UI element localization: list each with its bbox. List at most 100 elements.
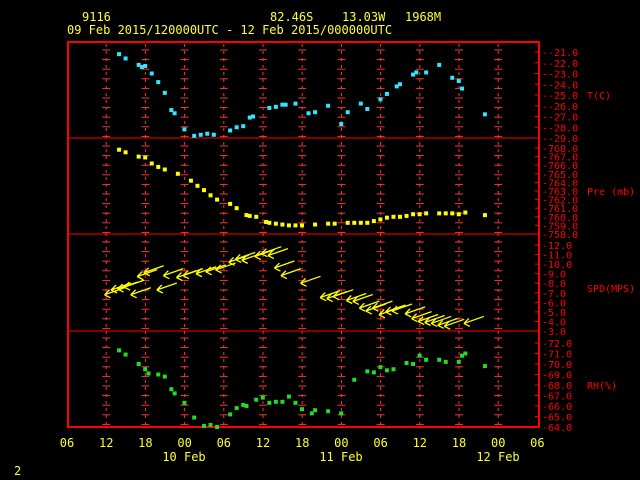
relative_humidity-point xyxy=(146,371,151,376)
relative_humidity-point xyxy=(437,357,442,362)
pressure-point xyxy=(202,188,206,193)
wind-arrow xyxy=(430,315,452,328)
pressure-point xyxy=(162,167,167,172)
temperature-point xyxy=(306,111,311,116)
pressure-point xyxy=(391,214,396,219)
temperature-point xyxy=(241,124,246,129)
pressure-point xyxy=(463,210,468,215)
relative_humidity-point xyxy=(378,365,383,370)
y-tick-label: -3.0 xyxy=(542,327,566,338)
pressure-point xyxy=(352,220,357,225)
page-number: 2 xyxy=(14,464,22,478)
relative_humidity-point xyxy=(460,353,465,358)
temperature-point xyxy=(414,70,419,75)
temperature-point xyxy=(394,84,399,89)
temperature-point xyxy=(192,133,197,138)
temperature-point xyxy=(384,91,389,96)
y-tick-label: -4.0 xyxy=(542,317,566,328)
relative_humidity-point xyxy=(202,423,206,428)
temperature-point xyxy=(251,114,255,119)
y-tick-label: -70.0 xyxy=(542,360,572,371)
relative_humidity-point xyxy=(424,357,429,362)
day-label: 10 Feb xyxy=(162,450,205,464)
wind-arrow xyxy=(411,311,432,323)
temperature-point xyxy=(149,71,154,76)
pressure-point xyxy=(286,223,291,228)
temperature-point xyxy=(273,104,278,109)
x-tick-label: 06 xyxy=(60,436,74,450)
x-tick-label: 00 xyxy=(491,436,505,450)
pressure-point xyxy=(143,155,148,160)
relative_humidity-point xyxy=(156,372,161,377)
wind-arrow xyxy=(195,266,217,278)
x-tick-label: 06 xyxy=(217,436,231,450)
relative_humidity-point xyxy=(192,415,197,420)
relative_humidity-point xyxy=(371,370,376,375)
pressure-point xyxy=(215,197,220,202)
relative_humidity-point xyxy=(267,400,272,405)
wind-arrow xyxy=(300,275,321,287)
y-tick-label: -68.0 xyxy=(542,381,572,392)
y-tick-label: -10.0 xyxy=(542,260,572,271)
relative_humidity-point xyxy=(208,422,213,427)
wind-arrow xyxy=(437,317,458,329)
y-tick-label: --24.0 xyxy=(542,80,578,91)
pressure-point xyxy=(293,223,298,228)
relative_humidity-point xyxy=(339,411,344,416)
pressure-point xyxy=(313,222,318,227)
pressure-point xyxy=(136,154,141,159)
y-tick-label: -12.0 xyxy=(542,241,572,252)
x-tick-label: 06 xyxy=(373,436,387,450)
relative_humidity-point xyxy=(313,408,318,413)
relative_humidity-point xyxy=(309,411,314,416)
relative_humidity-point xyxy=(326,409,331,414)
relative_humidity-point xyxy=(463,351,468,356)
temperature-point xyxy=(283,102,288,107)
relative_humidity-point xyxy=(417,353,422,358)
relative_humidity-point xyxy=(352,377,357,382)
pressure-point xyxy=(267,220,272,225)
temperature-point xyxy=(182,127,187,132)
y-tick-label: --28.0 xyxy=(542,123,578,134)
relative_humidity-point xyxy=(300,407,304,412)
relative_humidity-point xyxy=(136,362,141,366)
temperature-point xyxy=(198,132,203,137)
temperature-point xyxy=(365,106,370,111)
wind-arrow xyxy=(352,293,374,306)
relative_humidity-point xyxy=(143,367,148,372)
wind-arrow xyxy=(332,289,354,301)
temperature-point xyxy=(437,62,442,67)
temperature-point xyxy=(450,75,455,80)
wind-arrow xyxy=(463,315,485,328)
y-tick-label: --22.0 xyxy=(542,59,578,70)
wind-arrow xyxy=(241,252,262,264)
x-tick-label: 00 xyxy=(334,436,348,450)
temperature-point xyxy=(211,132,216,137)
y-tick-label: -7.0 xyxy=(542,289,566,300)
x-tick-label: 12 xyxy=(99,436,113,450)
y-tick-label: -67.0 xyxy=(542,392,572,403)
temperature-point xyxy=(398,82,402,87)
relative_humidity-point xyxy=(280,399,285,404)
temperature-point xyxy=(378,97,383,102)
temperature-point xyxy=(456,79,461,84)
y-tick-label: -11.0 xyxy=(542,251,572,262)
temperature-point xyxy=(247,115,252,120)
y-tick-label: --23.0 xyxy=(542,70,578,81)
wind-arrow xyxy=(205,264,227,276)
y-tick-label: -766.0 xyxy=(542,161,578,172)
y-tick-label: --25.0 xyxy=(542,91,578,102)
temperature-point xyxy=(345,110,350,115)
wind-arrow xyxy=(260,246,282,258)
relative_humidity-point xyxy=(391,367,396,372)
temperature-point xyxy=(136,62,141,67)
relative_humidity-point xyxy=(162,374,167,379)
pressure-point xyxy=(175,171,180,176)
y-tick-label: --29.0 xyxy=(542,134,578,145)
relative_humidity-point xyxy=(286,394,291,399)
y-tick-label: -72.0 xyxy=(542,339,572,350)
relative_humidity-point xyxy=(443,359,448,364)
x-tick-label: 12 xyxy=(413,436,427,450)
latitude: 82.46S xyxy=(270,10,314,24)
pressure-point xyxy=(117,147,122,152)
